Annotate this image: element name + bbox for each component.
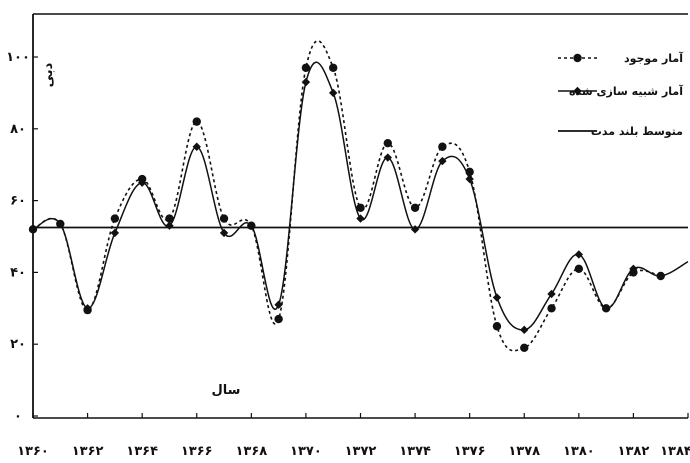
observed-point <box>219 214 229 223</box>
observed-point <box>383 138 392 148</box>
observed-point <box>301 63 311 72</box>
legend-marker-simulated <box>573 86 582 96</box>
x-ticks: ۱۳۶۰ ۱۳۶۲ ۱۳۶۴ ۱۳۶۶ ۱۳۶۸ ۱۳۷۰ ۱۳۷۲ ۱۳۷۴ ۱۳۷۶ ۱۳۷۸… <box>17 413 690 459</box>
simulated-point <box>629 264 638 274</box>
simulated-point <box>329 88 338 98</box>
observed-point <box>492 322 502 331</box>
y-tick-label: ۶۰ <box>10 194 26 209</box>
observed-point <box>110 214 120 223</box>
simulated-point <box>192 142 201 151</box>
legend-label: آمار موجود <box>624 51 683 65</box>
x-tick-label: ۱۳۶۲ <box>72 444 104 459</box>
simulated-point <box>110 228 120 238</box>
observed-point <box>520 343 529 352</box>
simulated-point <box>601 304 611 313</box>
x-tick-label: ۱۳۷۰ <box>290 444 322 459</box>
x-tick-label: ۱۳۶۸ <box>235 444 267 459</box>
observed-point <box>547 304 556 313</box>
x-tick-label: ۱۳۷۲ <box>345 444 377 459</box>
observed-point <box>165 214 174 223</box>
observed-point <box>438 142 447 151</box>
simulated-line <box>32 61 689 331</box>
y-tick-label: ۰ <box>14 409 22 424</box>
simulated-point <box>438 156 447 166</box>
x-tick-label: ۱۳۶۰ <box>17 444 49 459</box>
observed-point <box>356 203 365 212</box>
x-tick-label: ۱۳۷۶ <box>454 444 486 459</box>
x-tick-label: ۱۳۷۴ <box>399 444 431 459</box>
simulated-point <box>219 228 229 238</box>
observed-point <box>274 314 283 324</box>
x-tick-label: ۱۳۸۰ <box>563 444 595 459</box>
simulated-point <box>301 77 311 87</box>
simulated-point <box>520 325 529 335</box>
y-axis-label: دبی <box>41 62 56 87</box>
simulated-point <box>547 289 556 299</box>
x-tick-label: ۱۳۷۸ <box>508 444 540 459</box>
x-axis-label: سال <box>212 383 241 398</box>
x-tick-label: ۱۳۸۴ <box>660 444 690 459</box>
observed-point <box>410 203 420 212</box>
simulated-point <box>465 174 474 184</box>
y-tick-label: ۲۰ <box>10 337 26 352</box>
series-layer <box>28 40 689 352</box>
simulated-point <box>56 219 65 229</box>
simulated-point <box>83 304 92 313</box>
y-ticks: ۰ ۲۰ ۴۰ ۶۰ ۸۰ ۱۰۰ <box>6 50 38 424</box>
x-tick-label: ۱۳۸۲ <box>618 444 650 459</box>
simulated-point <box>574 250 584 259</box>
y-tick-label: ۸۰ <box>10 122 26 137</box>
observed-line <box>32 40 661 352</box>
legend-marker-observed <box>573 53 582 63</box>
legend: آمار موجود آمار شبیه سازی شده متوسط بلند م… <box>558 51 683 138</box>
legend-label: متوسط بلند مدت <box>591 125 683 138</box>
series-2 <box>28 61 689 335</box>
y-tick-label: ۱۰۰ <box>6 50 30 65</box>
simulated-point <box>656 271 665 281</box>
observed-point <box>329 63 338 72</box>
observed-point <box>574 264 584 274</box>
simulated-point <box>137 178 147 187</box>
x-tick-label: ۱۳۶۴ <box>126 444 158 459</box>
legend-label: آمار شبیه سازی شده <box>569 84 683 98</box>
simulated-point <box>383 153 392 162</box>
simulated-point <box>274 300 283 309</box>
y-tick-label: ۴۰ <box>10 265 26 280</box>
simulated-point <box>492 293 502 302</box>
simulated-point <box>356 214 365 223</box>
observed-point <box>192 117 201 126</box>
x-tick-label: ۱۳۶۶ <box>181 444 213 459</box>
